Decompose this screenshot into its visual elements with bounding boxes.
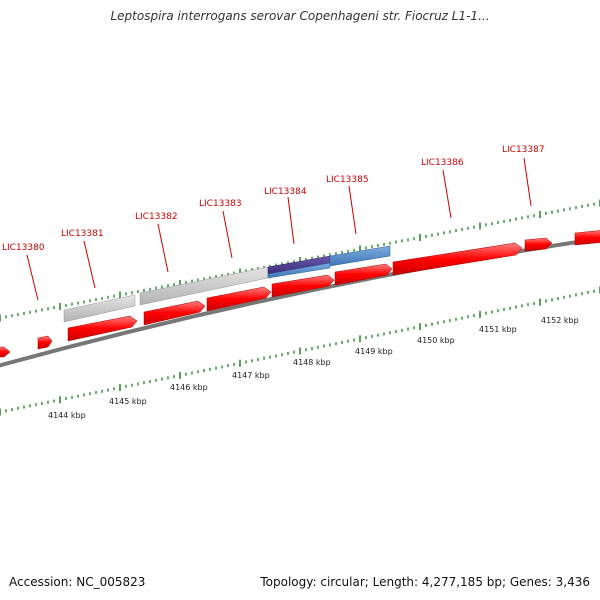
ruler-label: 4146 kbp bbox=[170, 383, 208, 392]
gene-label[interactable]: LIC13384 bbox=[264, 187, 307, 197]
ruler-label: 4151 kbp bbox=[479, 325, 517, 334]
gene-label[interactable]: LIC13382 bbox=[135, 212, 178, 222]
ruler-label: 4150 kbp bbox=[417, 336, 455, 345]
ruler-label: 4147 kbp bbox=[232, 371, 270, 380]
gene-arrow[interactable] bbox=[143, 300, 206, 326]
gene-arrow[interactable] bbox=[334, 263, 393, 286]
ruler-tick-row bbox=[0, 286, 600, 416]
ruler-labels: 4144 kbp 4145 kbp 4146 kbp 4147 kbp 4148… bbox=[48, 316, 579, 420]
ruler-label: 4148 kbp bbox=[293, 358, 331, 367]
ruler-label: 4145 kbp bbox=[109, 397, 147, 406]
map-title: Leptospira interrogans serovar Copenhage… bbox=[110, 9, 490, 23]
gene-label-leader bbox=[83, 240, 96, 289]
ruler-label: 4144 kbp bbox=[48, 411, 86, 420]
feature-block[interactable] bbox=[329, 245, 391, 267]
gene-label-leaders bbox=[26, 157, 532, 301]
gene-label[interactable]: LIC13383 bbox=[199, 199, 242, 209]
gene-arrow[interactable] bbox=[392, 242, 523, 276]
gene-arrow[interactable] bbox=[37, 335, 53, 350]
accession-text: Accession: NC_005823 bbox=[9, 575, 146, 589]
gene-label-leader bbox=[157, 223, 169, 273]
gene-label-leader bbox=[523, 157, 532, 207]
backbone bbox=[0, 236, 600, 368]
gene-arrow[interactable] bbox=[206, 286, 272, 312]
feature-block[interactable] bbox=[63, 294, 136, 323]
gene-label-leader bbox=[26, 254, 39, 301]
gene-arrow[interactable] bbox=[574, 230, 600, 246]
gene-label-leader bbox=[287, 196, 295, 245]
ruler-label: 4149 kbp bbox=[355, 347, 393, 356]
gene-label-leader bbox=[442, 169, 452, 219]
feature-track bbox=[63, 245, 391, 323]
feature-block[interactable] bbox=[267, 262, 331, 279]
gene-arrow[interactable] bbox=[67, 315, 138, 342]
topology-text: Topology: circular; Length: 4,277,185 bp… bbox=[260, 575, 590, 589]
gene-arrow[interactable] bbox=[271, 274, 335, 298]
gene-label[interactable]: LIC13380 bbox=[2, 243, 45, 253]
gene-arrow[interactable] bbox=[0, 346, 11, 358]
gene-label-leader bbox=[222, 210, 233, 259]
gene-labels: LIC13380 LIC13381 LIC13382 LIC13383 LIC1… bbox=[2, 145, 545, 253]
gene-label[interactable]: LIC13387 bbox=[502, 145, 545, 155]
ruler-label: 4152 kbp bbox=[541, 316, 579, 325]
gene-label[interactable]: LIC13386 bbox=[421, 158, 464, 168]
gene-track bbox=[0, 230, 600, 358]
gene-label-leader bbox=[348, 185, 357, 235]
gene-label[interactable]: LIC13385 bbox=[326, 175, 369, 185]
gene-arrow[interactable] bbox=[524, 237, 553, 252]
gene-label[interactable]: LIC13381 bbox=[61, 229, 104, 239]
upper-tick-row bbox=[0, 199, 600, 322]
